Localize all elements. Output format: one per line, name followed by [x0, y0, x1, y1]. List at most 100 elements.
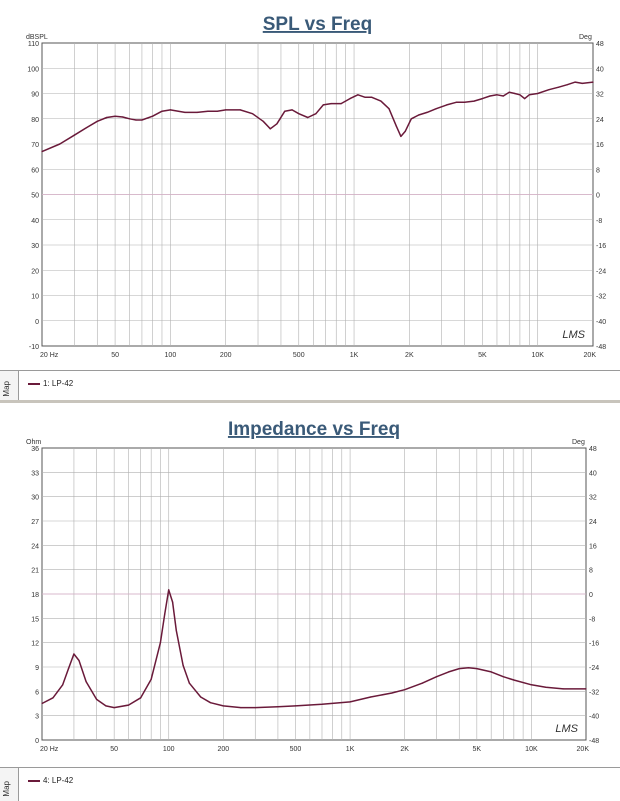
y-tick-label: 15 [31, 616, 39, 623]
data-point [105, 705, 107, 707]
x-tick-label: 500 [293, 352, 305, 359]
x-tick-label: 5K [473, 746, 482, 753]
y-tick-label: 90 [31, 92, 39, 99]
data-point [207, 110, 209, 112]
map-tab[interactable]: Map [0, 371, 19, 401]
data-point [298, 113, 300, 115]
data-point [467, 667, 470, 669]
y-right-tick-label: 16 [589, 543, 597, 550]
data-point [216, 110, 218, 112]
x-tick-label: 20K [577, 746, 590, 753]
y-tick-label: 21 [31, 568, 39, 575]
y-right-tick-label: -16 [596, 243, 606, 250]
data-point [284, 110, 286, 112]
data-point [421, 682, 423, 684]
y-right-tick-label: 8 [596, 167, 600, 174]
data-point [464, 101, 466, 103]
map-tab[interactable]: Map [0, 768, 19, 801]
data-point [391, 692, 393, 694]
data-point [277, 706, 279, 708]
x-tick-label: 50 [111, 352, 119, 359]
data-point [96, 120, 98, 122]
y-tick-label: 0 [35, 738, 39, 745]
y-right-tick-label: 16 [596, 142, 604, 149]
data-point [141, 119, 143, 121]
x-tick-label: 200 [217, 746, 229, 753]
spl-chart-panel: SPL vs Freq dBSPL Deg 110 100 90 80 70 60 50 40 30 2… [0, 0, 620, 403]
x-tick-label: 2K [405, 352, 414, 359]
data-point [129, 118, 131, 120]
data-point [349, 98, 351, 100]
data-point [291, 109, 293, 111]
y-right-tick-label: -32 [596, 294, 606, 301]
y-tick-label: 6 [35, 689, 39, 696]
y-right-tick-label: -8 [596, 218, 602, 225]
y-tick-label: 20 [31, 268, 39, 275]
data-point [436, 676, 438, 678]
data-point [175, 629, 177, 632]
data-point [182, 664, 184, 666]
spl-legend-bar: Map 1: LP-42 [0, 370, 620, 401]
data-point [364, 96, 366, 98]
data-point [489, 95, 491, 97]
x-tick-label: 5K [478, 352, 487, 359]
lms-watermark: LMS [562, 329, 585, 341]
data-point [410, 118, 412, 120]
data-point [524, 98, 526, 100]
data-point [349, 701, 351, 703]
data-point [380, 100, 382, 102]
y-tick-label: 80 [31, 117, 39, 124]
data-point [508, 91, 510, 93]
legend-entry[interactable]: 1: LP-42 [28, 379, 73, 388]
y-axis-right-label: Deg [572, 439, 585, 446]
y-tick-label: 60 [31, 167, 39, 174]
data-point [188, 682, 190, 684]
legend-swatch [28, 779, 40, 782]
data-point [41, 702, 43, 705]
legend-label: 4: LP-42 [43, 776, 74, 785]
legend-entry[interactable]: 4: LP-42 [28, 776, 73, 785]
y-right-tick-label: -40 [589, 714, 599, 721]
y-right-tick-label: -40 [596, 319, 606, 326]
data-point [262, 120, 264, 122]
data-point [73, 134, 75, 136]
data-point [209, 702, 212, 704]
data-point [307, 116, 309, 119]
y-right-tick-label: -24 [596, 268, 606, 275]
data-point [59, 143, 61, 145]
legend-swatch [28, 382, 40, 385]
y-tick-label: 18 [31, 592, 39, 599]
y-right-tick-label: -8 [589, 616, 595, 623]
y-tick-label: 50 [31, 193, 39, 200]
y-right-tick-label: 8 [589, 568, 593, 575]
y-right-tick-label: 48 [596, 41, 604, 48]
data-point [73, 653, 75, 655]
y-tick-label: 36 [31, 446, 39, 453]
y-tick-label: 40 [31, 218, 39, 225]
data-point [276, 123, 278, 125]
data-point [52, 697, 54, 699]
y-right-tick-label: 32 [596, 92, 604, 99]
chart-title: Impedance vs Freq [228, 419, 400, 440]
data-point [135, 119, 137, 121]
lms-watermark: LMS [555, 723, 578, 735]
data-point [269, 128, 271, 130]
data-point [496, 94, 498, 96]
y-tick-label: 30 [31, 243, 39, 250]
y-axis-label: dBSPL [26, 34, 48, 41]
data-point [78, 659, 80, 662]
y-tick-label: 24 [31, 543, 39, 550]
chart-title: SPL vs Freq [263, 14, 372, 35]
data-point [240, 707, 242, 709]
y-right-tick-label: 40 [589, 470, 597, 477]
data-point [574, 81, 576, 83]
data-point [62, 684, 64, 686]
data-point [222, 705, 224, 707]
y-tick-label: 110 [28, 41, 39, 48]
data-point [404, 689, 406, 691]
map-tab-label: Map [2, 381, 11, 397]
data-point [106, 116, 108, 119]
data-point [168, 589, 170, 591]
